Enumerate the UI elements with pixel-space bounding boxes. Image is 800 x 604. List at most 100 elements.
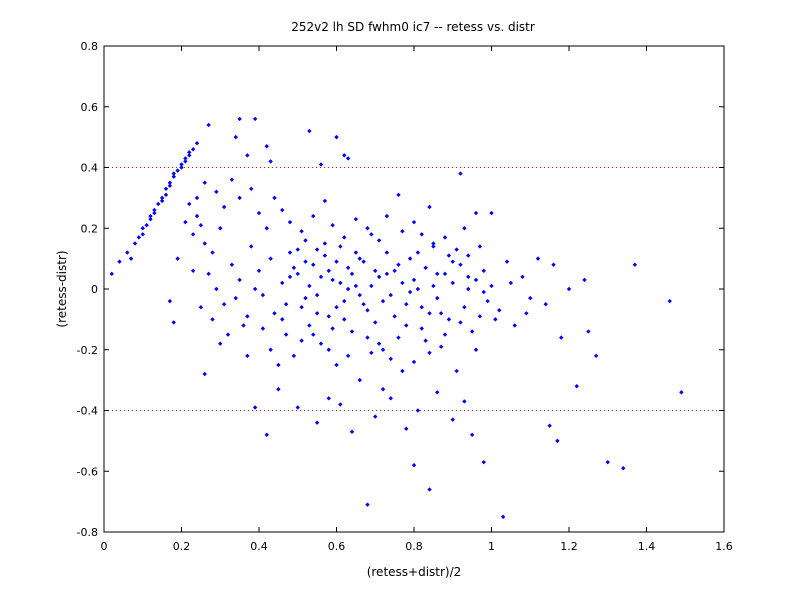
data-point [256, 268, 262, 273]
data-point [373, 414, 378, 419]
data-point [140, 226, 145, 231]
data-point [431, 241, 436, 246]
data-point [667, 298, 672, 304]
data-point [276, 362, 281, 368]
data-point [435, 390, 440, 395]
data-point [334, 362, 339, 368]
data-point [466, 286, 471, 292]
data-point [175, 168, 180, 173]
data-point [493, 317, 498, 322]
data-point [411, 359, 417, 365]
data-point [396, 192, 401, 198]
data-point [322, 241, 328, 246]
data-point [156, 201, 161, 207]
data-point [392, 314, 397, 319]
data-point [458, 320, 463, 325]
data-point [365, 226, 370, 231]
y-axis-ticks: 0.8 0.6 0.4 0.2 0 -0.2 -0.4 -0.6 -0.8 [77, 40, 724, 539]
data-point [249, 186, 254, 191]
data-point [190, 147, 196, 152]
data-point [380, 347, 386, 352]
data-point [291, 265, 297, 270]
data-point [218, 226, 223, 231]
data-point [295, 247, 300, 252]
data-point [187, 153, 192, 158]
data-point [442, 235, 448, 240]
data-point [446, 253, 452, 258]
data-point [524, 311, 529, 316]
data-point [256, 210, 262, 216]
data-point [407, 256, 413, 261]
data-point [291, 353, 297, 359]
data-point [485, 298, 490, 304]
data-point [144, 223, 149, 228]
data-point [373, 268, 378, 273]
y-tick-label: 0 [91, 283, 98, 296]
data-point [280, 207, 285, 213]
data-point [345, 156, 351, 161]
data-point [489, 283, 494, 289]
data-point [357, 377, 362, 383]
y-tick-label: -0.8 [77, 526, 98, 539]
data-point [380, 298, 386, 304]
data-point [202, 371, 207, 377]
data-point [249, 244, 254, 249]
data-point [342, 298, 347, 304]
data-point [586, 329, 591, 334]
plot-frame [103, 45, 725, 533]
data-point [605, 459, 610, 465]
data-point [268, 347, 273, 352]
data-point [326, 396, 331, 401]
data-point [477, 314, 483, 319]
data-point [469, 432, 475, 437]
data-point [194, 195, 200, 201]
data-point [280, 280, 285, 286]
data-point [179, 165, 184, 170]
data-point [369, 350, 374, 355]
data-point [245, 314, 250, 319]
x-tick-label: 1.2 [560, 540, 578, 553]
data-point [555, 438, 560, 444]
data-point [163, 186, 169, 191]
data-point [252, 116, 258, 122]
data-point [632, 262, 638, 267]
data-point [210, 250, 215, 255]
data-point [252, 286, 258, 292]
data-point [419, 305, 424, 310]
y-tick-label: 0.4 [81, 162, 99, 175]
data-point [314, 247, 320, 252]
data-point [481, 459, 486, 465]
data-point [520, 274, 525, 280]
data-point [431, 283, 436, 289]
data-point [528, 295, 533, 301]
data-point [396, 335, 401, 340]
data-point [318, 274, 324, 280]
data-point [202, 241, 207, 246]
data-point [307, 323, 312, 328]
data-point [508, 280, 514, 286]
data-point [198, 305, 204, 310]
data-point [272, 195, 277, 201]
data-point [167, 298, 173, 304]
data-point [237, 116, 242, 122]
data-point [411, 277, 417, 283]
data-point [338, 244, 343, 249]
y-tick-label: 0.8 [81, 40, 99, 53]
data-points [109, 116, 684, 520]
y-tick-label: 0.2 [81, 222, 99, 235]
data-point [489, 210, 494, 216]
data-point [252, 405, 258, 410]
data-point [415, 286, 421, 292]
data-point [299, 305, 304, 310]
data-point [190, 232, 196, 237]
data-point [171, 320, 176, 325]
data-point [307, 128, 312, 134]
data-point [384, 250, 390, 255]
data-point [245, 153, 250, 158]
data-point [318, 341, 324, 346]
data-point [469, 329, 475, 334]
data-point [179, 162, 184, 167]
data-point [194, 213, 200, 219]
data-point [388, 356, 393, 362]
